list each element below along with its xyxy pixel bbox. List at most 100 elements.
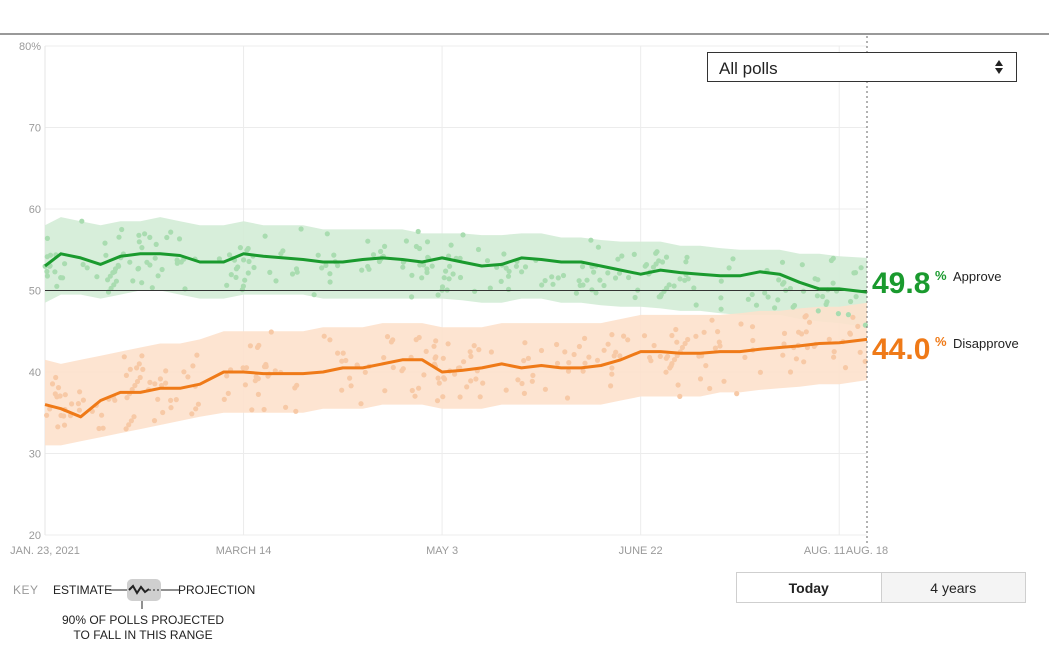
poll-dot xyxy=(693,333,699,339)
y-tick-label: 80% xyxy=(19,41,41,53)
poll-dot xyxy=(791,302,798,309)
poll-dot xyxy=(435,375,441,381)
poll-dot xyxy=(409,294,415,300)
poll-dot xyxy=(850,314,856,320)
poll-dot xyxy=(555,275,561,281)
y-tick-label: 60 xyxy=(29,204,41,216)
poll-dot xyxy=(631,251,637,257)
poll-dot xyxy=(503,265,509,271)
poll-dot xyxy=(464,384,470,390)
poll-dot xyxy=(787,285,794,292)
poll-dot xyxy=(806,319,813,325)
poll-dot xyxy=(134,365,140,371)
poll-dot xyxy=(615,256,621,262)
poll-dot xyxy=(718,278,724,284)
poll-dot xyxy=(473,376,479,382)
poll-dot xyxy=(588,237,594,243)
poll-dot xyxy=(152,255,158,261)
poll-dot xyxy=(582,360,588,366)
poll-dot xyxy=(601,282,607,289)
poll-dot xyxy=(136,232,142,238)
poll-dot xyxy=(669,332,675,339)
poll-dot xyxy=(431,343,437,349)
poll-dot xyxy=(707,385,713,392)
poll-dot xyxy=(831,349,837,355)
poll-dot xyxy=(107,273,113,279)
poll-dot xyxy=(168,229,174,235)
poll-dot xyxy=(468,353,474,359)
poll-filter-select[interactable]: All polls xyxy=(707,52,1017,82)
poll-dot xyxy=(267,269,273,275)
poll-dot xyxy=(842,365,849,371)
poll-dot xyxy=(447,263,453,269)
poll-dot xyxy=(663,254,670,260)
poll-dot xyxy=(781,341,787,347)
poll-dot xyxy=(147,379,153,385)
poll-dot xyxy=(513,263,520,269)
poll-dot xyxy=(471,343,477,349)
poll-dot xyxy=(159,266,165,273)
poll-dot xyxy=(168,405,174,411)
poll-dot xyxy=(194,352,200,358)
poll-dot xyxy=(621,333,627,339)
poll-dot xyxy=(612,275,619,281)
poll-dot xyxy=(446,253,452,259)
poll-dot xyxy=(176,236,183,242)
poll-dot xyxy=(108,285,114,291)
poll-dot xyxy=(144,259,150,265)
poll-dot xyxy=(434,398,441,404)
poll-dot xyxy=(488,349,494,355)
poll-dot xyxy=(597,277,603,283)
poll-dot xyxy=(682,340,688,347)
poll-dot xyxy=(242,277,248,283)
timeframe-toggle: Today 4 years xyxy=(736,572,1026,603)
poll-dot xyxy=(625,337,631,343)
poll-dot xyxy=(132,382,138,389)
poll-dot xyxy=(247,343,253,349)
key-title: KEY xyxy=(13,583,39,597)
four-years-button[interactable]: 4 years xyxy=(880,573,1025,602)
poll-dot xyxy=(424,239,431,245)
poll-dot xyxy=(831,354,837,360)
poll-dot xyxy=(155,396,161,402)
poll-dot xyxy=(648,358,654,364)
poll-dot xyxy=(294,382,300,388)
poll-dot xyxy=(233,274,239,280)
poll-dot xyxy=(425,254,431,260)
poll-dot xyxy=(595,244,602,250)
poll-dot xyxy=(757,369,764,375)
poll-dot xyxy=(580,282,586,288)
approve-band xyxy=(45,217,867,328)
poll-dot xyxy=(294,269,300,275)
poll-dot xyxy=(424,269,430,276)
poll-dot xyxy=(139,353,145,359)
poll-dot xyxy=(400,264,406,270)
poll-dot xyxy=(522,340,528,346)
poll-dot xyxy=(529,378,535,384)
poll-dot xyxy=(525,355,532,361)
poll-dot xyxy=(96,425,102,432)
poll-dot xyxy=(835,311,842,317)
poll-dot xyxy=(853,294,859,300)
poll-dot xyxy=(80,397,86,403)
poll-dot xyxy=(781,330,788,336)
today-button[interactable]: Today xyxy=(737,573,881,602)
key-range-caption: 90% OF POLLS PROJECTED TO FALL IN THIS R… xyxy=(61,613,225,642)
poll-dot xyxy=(419,275,425,281)
poll-dot xyxy=(753,302,760,308)
poll-dot xyxy=(608,383,614,389)
poll-dot xyxy=(136,265,142,271)
poll-dot xyxy=(675,382,681,388)
poll-dot xyxy=(677,276,683,282)
poll-dot xyxy=(830,280,836,286)
poll-dot xyxy=(178,259,184,265)
poll-dot xyxy=(457,274,464,281)
poll-dot xyxy=(382,243,388,249)
poll-dot xyxy=(684,254,690,260)
poll-dot xyxy=(100,425,106,431)
poll-dot xyxy=(343,357,349,364)
poll-dot xyxy=(436,380,442,386)
poll-dot xyxy=(475,246,482,253)
poll-dot xyxy=(412,393,418,399)
poll-dot xyxy=(657,294,664,300)
